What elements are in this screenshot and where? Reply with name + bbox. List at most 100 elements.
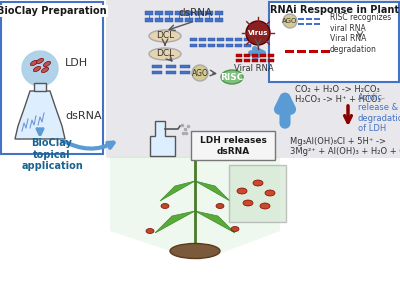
- Circle shape: [192, 65, 208, 81]
- Bar: [236, 59, 242, 62]
- Ellipse shape: [149, 48, 181, 60]
- Circle shape: [246, 21, 270, 45]
- Text: Mg₃Al(OH)₈Cl + 5H⁺ ->: Mg₃Al(OH)₈Cl + 5H⁺ ->: [290, 136, 386, 145]
- Ellipse shape: [243, 200, 253, 206]
- Text: dsRNA: dsRNA: [178, 8, 212, 18]
- Bar: [244, 59, 250, 62]
- Text: Virus: Virus: [248, 30, 268, 36]
- Text: AGO: AGO: [192, 69, 208, 77]
- Bar: [306, 17, 312, 20]
- Bar: [314, 23, 320, 25]
- Ellipse shape: [170, 244, 220, 259]
- Bar: [195, 11, 203, 15]
- Text: Viral RNA
degradation: Viral RNA degradation: [330, 34, 377, 54]
- Ellipse shape: [237, 188, 247, 194]
- Bar: [199, 44, 206, 47]
- Ellipse shape: [33, 66, 41, 72]
- Bar: [235, 38, 242, 41]
- Bar: [298, 17, 304, 20]
- Bar: [145, 18, 153, 22]
- Bar: [34, 83, 46, 91]
- Bar: [166, 65, 176, 68]
- Text: RISC: RISC: [220, 73, 244, 82]
- Bar: [155, 11, 163, 15]
- Bar: [205, 18, 213, 22]
- Polygon shape: [160, 181, 195, 201]
- Bar: [309, 50, 318, 53]
- Ellipse shape: [41, 67, 49, 73]
- Text: H₂CO₃ -> H⁺ + HCO₃⁻: H₂CO₃ -> H⁺ + HCO₃⁻: [295, 95, 385, 104]
- Bar: [152, 65, 162, 68]
- Bar: [199, 38, 206, 41]
- Polygon shape: [15, 91, 65, 139]
- Polygon shape: [195, 181, 230, 201]
- FancyBboxPatch shape: [229, 165, 286, 222]
- FancyBboxPatch shape: [191, 131, 275, 160]
- Text: LDH: LDH: [65, 58, 88, 68]
- Bar: [306, 23, 312, 25]
- Circle shape: [283, 14, 297, 28]
- Bar: [260, 59, 266, 62]
- Text: CO₂ + H₂O -> H₂CO₃: CO₂ + H₂O -> H₂CO₃: [295, 85, 380, 94]
- Bar: [252, 54, 258, 57]
- Bar: [185, 11, 193, 15]
- Bar: [215, 18, 223, 22]
- Ellipse shape: [30, 61, 38, 66]
- Bar: [175, 11, 183, 15]
- Bar: [244, 54, 250, 57]
- Bar: [180, 71, 190, 74]
- Bar: [195, 18, 203, 22]
- Text: BioClay
topical
application: BioClay topical application: [21, 138, 83, 171]
- Polygon shape: [22, 51, 58, 86]
- Bar: [260, 54, 266, 57]
- Bar: [205, 11, 213, 15]
- Bar: [165, 18, 173, 22]
- Bar: [215, 11, 223, 15]
- Bar: [208, 38, 215, 41]
- Bar: [298, 23, 304, 25]
- Bar: [268, 59, 274, 62]
- Bar: [244, 38, 251, 41]
- Polygon shape: [110, 156, 280, 261]
- Text: dsRNA: dsRNA: [65, 111, 102, 121]
- Bar: [252, 59, 258, 62]
- Bar: [217, 38, 224, 41]
- Polygon shape: [195, 211, 235, 233]
- Text: RISC recognizes
viral RNA: RISC recognizes viral RNA: [330, 13, 391, 33]
- Text: AGO: AGO: [282, 18, 298, 24]
- Ellipse shape: [36, 58, 44, 64]
- Bar: [226, 38, 233, 41]
- Text: DCL: DCL: [156, 32, 174, 41]
- Bar: [190, 38, 197, 41]
- Bar: [185, 18, 193, 22]
- Text: RNAi Response in Plant: RNAi Response in Plant: [270, 5, 398, 15]
- Bar: [314, 17, 320, 20]
- Bar: [297, 50, 306, 53]
- Text: DCL: DCL: [156, 49, 174, 58]
- Ellipse shape: [149, 30, 181, 42]
- Bar: [321, 50, 330, 53]
- Bar: [236, 54, 242, 57]
- Text: 3Mg²⁺ + Al(OH)₃ + H₂O + Cl⁻: 3Mg²⁺ + Al(OH)₃ + H₂O + Cl⁻: [290, 147, 400, 156]
- Bar: [152, 71, 162, 74]
- Bar: [208, 44, 215, 47]
- Polygon shape: [155, 211, 195, 233]
- Bar: [165, 11, 173, 15]
- Ellipse shape: [253, 180, 263, 186]
- FancyBboxPatch shape: [106, 0, 400, 158]
- Bar: [145, 11, 153, 15]
- Bar: [268, 54, 274, 57]
- Ellipse shape: [221, 70, 243, 84]
- Bar: [217, 44, 224, 47]
- Bar: [175, 18, 183, 22]
- Bar: [180, 65, 190, 68]
- FancyBboxPatch shape: [269, 2, 399, 82]
- Ellipse shape: [43, 61, 51, 67]
- FancyBboxPatch shape: [1, 2, 103, 154]
- Bar: [226, 44, 233, 47]
- Bar: [155, 18, 163, 22]
- Ellipse shape: [216, 203, 224, 209]
- Text: Viral RNA: Viral RNA: [234, 64, 274, 73]
- Ellipse shape: [146, 228, 154, 234]
- Bar: [190, 44, 197, 47]
